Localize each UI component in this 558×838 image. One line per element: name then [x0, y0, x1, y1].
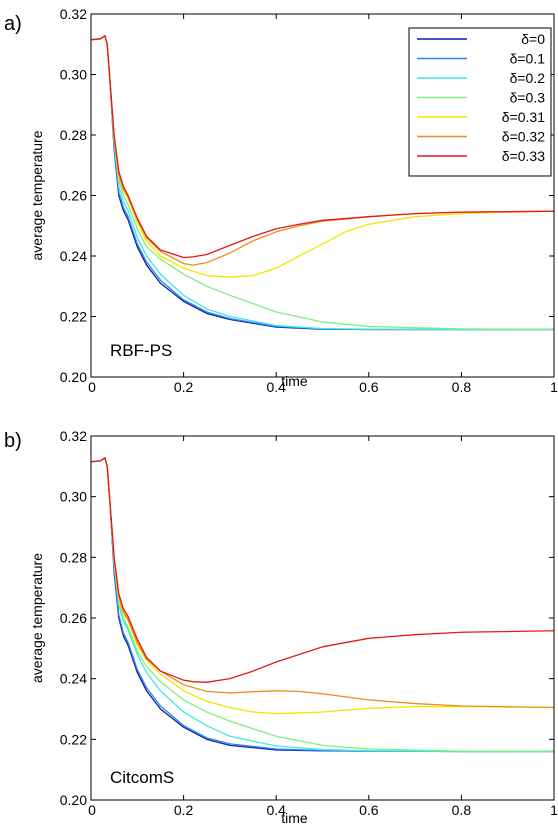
legend-label: δ=0.32	[502, 129, 545, 145]
x-axis-label: time	[281, 810, 308, 826]
y-tick-label: 0.30	[60, 489, 87, 505]
legend-label: δ=0.2	[510, 70, 546, 86]
series-line-4	[90, 457, 555, 715]
panel-annotation: RBF-PS	[110, 341, 172, 360]
x-tick-label: 1	[550, 802, 558, 818]
panel-annotation: CitcomS	[110, 768, 174, 787]
x-tick-label: 0.8	[452, 802, 472, 818]
y-tick-label: 0.24	[60, 671, 87, 687]
x-tick-label: 0.2	[174, 802, 194, 818]
x-tick-label: 0.6	[359, 379, 379, 395]
y-tick-label: 0.32	[60, 6, 87, 22]
panel-b: 0 0.2 0.4 0.6 0.8 1 0.20 0.22 0.24 0.26 0.28 0.30 0.…	[4, 428, 558, 826]
y-tick-label: 0.20	[60, 792, 87, 808]
y-axis-label: average temperature	[29, 553, 45, 683]
panel-label: b)	[4, 430, 22, 452]
x-tick-label: 0.4	[266, 802, 286, 818]
y-tick-label: 0.28	[60, 549, 87, 565]
legend-label: δ=0.31	[502, 109, 545, 125]
x-axis-label: time	[281, 373, 308, 389]
x-tick-label: 0.2	[174, 379, 194, 395]
y-tick-label: 0.32	[60, 428, 87, 444]
y-tick-label: 0.22	[60, 731, 87, 747]
legend-box	[408, 27, 552, 177]
legend-label: δ=0.33	[502, 148, 545, 164]
y-tick-label: 0.24	[60, 248, 87, 264]
x-tick-label: 0	[88, 802, 96, 818]
y-tick-label: 0.28	[60, 127, 87, 143]
x-tick-label: 0.4	[266, 379, 286, 395]
series-line-5	[90, 457, 555, 709]
legend: δ=0 δ=0.1 δ=0.2 δ=0.3 δ=0.31 δ=0.32 δ=0.33	[408, 27, 552, 177]
y-tick-label: 0.26	[60, 610, 87, 626]
y-axis-label: average temperature	[29, 130, 45, 260]
x-tick-label: 0	[88, 379, 96, 395]
y-tick-label: 0.26	[60, 188, 87, 204]
x-tick-label: 0.8	[452, 379, 472, 395]
legend-label: δ=0.3	[510, 90, 546, 106]
series-line-6	[90, 457, 555, 683]
x-tick-label: 1	[550, 379, 558, 395]
x-tick-label: 0.6	[359, 802, 379, 818]
legend-label: δ=0.1	[510, 51, 546, 67]
legend-label: δ=0	[521, 31, 545, 47]
panel-label: a)	[4, 13, 22, 35]
y-tick-label: 0.20	[60, 369, 87, 385]
series-line-6	[90, 35, 555, 259]
y-tick-label: 0.30	[60, 67, 87, 83]
panel-a: 0 0.2 0.4 0.6 0.8 1 0.20 0.22 0.24 0.26 0.28 0.30 0.…	[4, 6, 558, 395]
y-tick-label: 0.22	[60, 309, 87, 325]
